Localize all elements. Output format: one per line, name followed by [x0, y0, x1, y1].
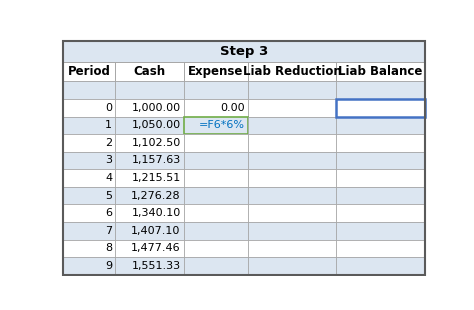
Bar: [115, 99, 183, 117]
Bar: [183, 222, 248, 240]
Bar: [63, 62, 115, 81]
Bar: [183, 99, 248, 117]
Text: 5: 5: [105, 191, 112, 201]
Bar: [337, 134, 425, 152]
Bar: [337, 204, 425, 222]
Bar: [248, 187, 337, 204]
Bar: [115, 187, 183, 204]
Bar: [183, 187, 248, 204]
Bar: [115, 152, 183, 169]
Bar: [248, 134, 337, 152]
Bar: [248, 222, 337, 240]
Bar: [183, 240, 248, 257]
Text: Period: Period: [68, 65, 110, 78]
Bar: [183, 257, 248, 275]
Bar: [337, 152, 425, 169]
Text: 1,477.46: 1,477.46: [131, 243, 181, 253]
Text: 9: 9: [105, 261, 112, 271]
Bar: [183, 169, 248, 187]
Bar: [183, 81, 248, 99]
Bar: [183, 152, 248, 169]
Bar: [63, 117, 115, 134]
Text: 1,215.51: 1,215.51: [131, 173, 181, 183]
Bar: [337, 222, 425, 240]
Bar: [115, 117, 183, 134]
Bar: [248, 240, 337, 257]
Text: 1,157.63: 1,157.63: [131, 155, 181, 166]
Text: Expense: Expense: [188, 65, 243, 78]
Bar: [63, 187, 115, 204]
Text: 3: 3: [105, 155, 112, 166]
Bar: [337, 240, 425, 257]
Bar: [63, 169, 115, 187]
Text: 1,407.10: 1,407.10: [131, 226, 181, 236]
Bar: [248, 169, 337, 187]
Bar: [183, 62, 248, 81]
Text: Liab Reduction: Liab Reduction: [243, 65, 341, 78]
Text: 4: 4: [105, 173, 112, 183]
Text: 1,340.10: 1,340.10: [131, 208, 181, 218]
Bar: [115, 257, 183, 275]
Bar: [115, 81, 183, 99]
Bar: [248, 81, 337, 99]
Bar: [63, 257, 115, 275]
Bar: [63, 222, 115, 240]
Bar: [115, 62, 183, 81]
Bar: [337, 169, 425, 187]
Bar: [248, 257, 337, 275]
Bar: [337, 117, 425, 134]
Bar: [115, 204, 183, 222]
Text: 6: 6: [105, 208, 112, 218]
Bar: [248, 99, 337, 117]
Bar: [248, 62, 337, 81]
Bar: [63, 99, 115, 117]
Bar: [337, 62, 425, 81]
Text: 0.00: 0.00: [220, 103, 245, 113]
Text: Step 3: Step 3: [220, 45, 268, 58]
Bar: [63, 81, 115, 99]
Text: 1: 1: [105, 120, 112, 130]
Bar: [63, 134, 115, 152]
Bar: [337, 187, 425, 204]
Bar: [337, 81, 425, 99]
Text: 8: 8: [105, 243, 112, 253]
Bar: [337, 99, 425, 117]
Text: 1,551.33: 1,551.33: [131, 261, 181, 271]
Text: 2: 2: [105, 138, 112, 148]
Bar: [115, 222, 183, 240]
Bar: [183, 134, 248, 152]
Bar: [337, 99, 425, 117]
Bar: [63, 240, 115, 257]
Text: 1,050.00: 1,050.00: [131, 120, 181, 130]
Bar: [115, 240, 183, 257]
Text: =F6*6%: =F6*6%: [199, 120, 245, 130]
Text: Cash: Cash: [133, 65, 165, 78]
Text: 1,276.28: 1,276.28: [131, 191, 181, 201]
Bar: [248, 117, 337, 134]
Bar: [63, 204, 115, 222]
Bar: [183, 204, 248, 222]
Text: Liab Balance: Liab Balance: [338, 65, 423, 78]
Bar: [248, 152, 337, 169]
Text: 7: 7: [105, 226, 112, 236]
Text: 1,000.00: 1,000.00: [131, 103, 181, 113]
Text: 1,102.50: 1,102.50: [131, 138, 181, 148]
Bar: [63, 152, 115, 169]
Bar: [115, 169, 183, 187]
Bar: [115, 134, 183, 152]
Bar: [63, 41, 425, 62]
Bar: [337, 257, 425, 275]
Bar: [183, 117, 248, 134]
Bar: [248, 204, 337, 222]
Text: 0: 0: [105, 103, 112, 113]
